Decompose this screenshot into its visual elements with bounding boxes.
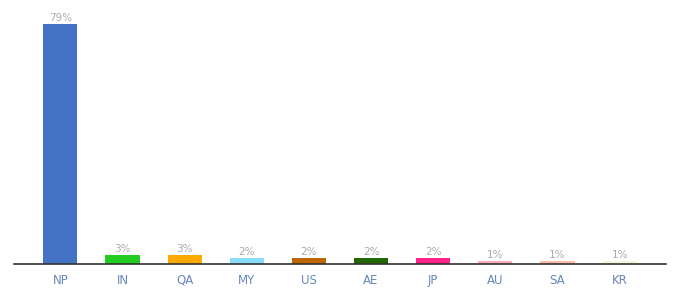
Bar [602,261,636,264]
Text: 1%: 1% [549,250,566,260]
Bar [105,255,139,264]
Text: 1%: 1% [611,250,628,260]
Bar [416,258,450,264]
Text: 79%: 79% [49,13,72,23]
Text: 1%: 1% [487,250,504,260]
Bar [292,258,326,264]
Bar [44,24,78,264]
Bar [167,255,202,264]
Bar [478,261,513,264]
Text: 2%: 2% [363,247,379,257]
Bar [541,261,575,264]
Text: 3%: 3% [114,244,131,254]
Text: 2%: 2% [425,247,441,257]
Text: 2%: 2% [239,247,255,257]
Bar [230,258,264,264]
Bar [354,258,388,264]
Text: 2%: 2% [301,247,317,257]
Text: 3%: 3% [176,244,193,254]
